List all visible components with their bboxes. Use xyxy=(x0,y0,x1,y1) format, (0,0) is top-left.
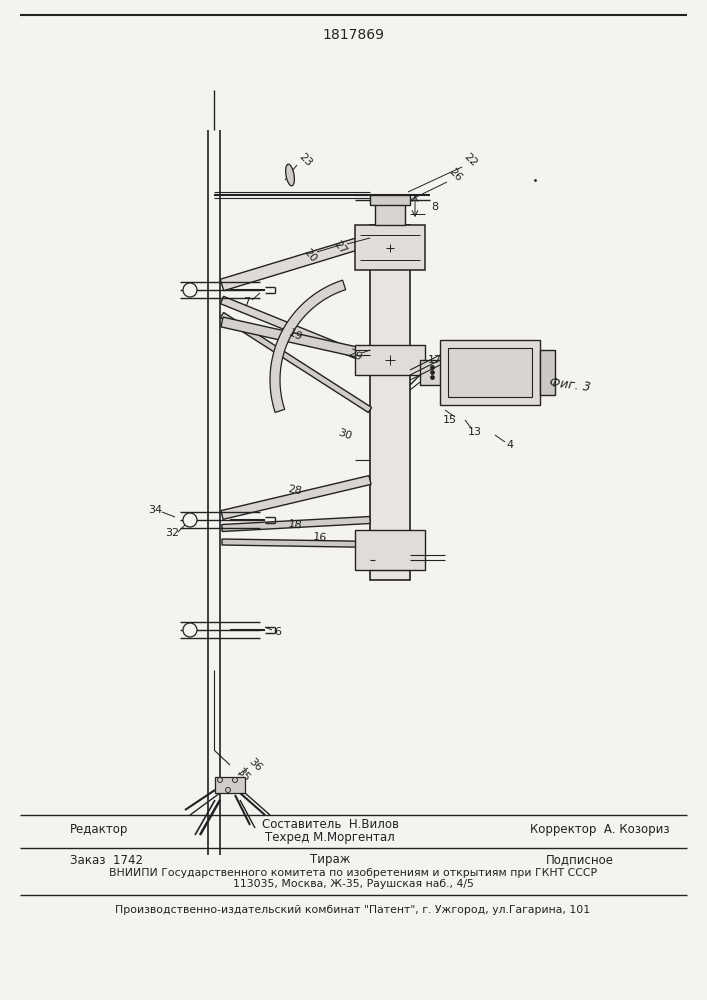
Text: 1817869: 1817869 xyxy=(322,28,384,42)
Text: 8: 8 xyxy=(431,202,438,212)
Polygon shape xyxy=(270,280,346,412)
Text: 13: 13 xyxy=(468,427,482,437)
Bar xyxy=(355,530,425,570)
Bar xyxy=(420,360,445,385)
Text: 7: 7 xyxy=(243,297,250,307)
Ellipse shape xyxy=(286,164,294,186)
Text: Заказ  1742: Заказ 1742 xyxy=(70,854,143,866)
Text: 32: 32 xyxy=(165,528,179,538)
Circle shape xyxy=(183,283,197,297)
Polygon shape xyxy=(221,476,371,519)
Text: 4: 4 xyxy=(506,440,513,450)
Circle shape xyxy=(431,365,435,369)
Circle shape xyxy=(431,370,435,374)
Text: 30: 30 xyxy=(337,428,354,442)
Circle shape xyxy=(233,778,238,782)
Text: 26: 26 xyxy=(447,166,464,184)
Polygon shape xyxy=(221,234,372,291)
Text: Подписное: Подписное xyxy=(546,854,614,866)
Polygon shape xyxy=(222,539,410,548)
Text: 18: 18 xyxy=(287,519,303,531)
Text: Техред М.Моргентал: Техред М.Моргентал xyxy=(265,832,395,844)
Polygon shape xyxy=(222,517,370,531)
Text: 113035, Москва, Ж-35, Раушская наб., 4/5: 113035, Москва, Ж-35, Раушская наб., 4/5 xyxy=(233,879,474,889)
Text: Фиг. 3: Фиг. 3 xyxy=(549,376,591,394)
Circle shape xyxy=(183,513,197,527)
Polygon shape xyxy=(221,296,371,364)
Bar xyxy=(448,348,532,397)
Text: 34: 34 xyxy=(148,505,162,515)
Bar xyxy=(355,345,425,375)
Text: 16: 16 xyxy=(312,532,327,544)
Text: Тираж: Тираж xyxy=(310,854,350,866)
Text: 6: 6 xyxy=(274,627,281,637)
Circle shape xyxy=(226,788,230,792)
Polygon shape xyxy=(221,312,372,413)
Text: Составитель  Н.Вилов: Составитель Н.Вилов xyxy=(262,818,399,832)
Polygon shape xyxy=(221,317,371,360)
Bar xyxy=(440,340,540,405)
Text: 23: 23 xyxy=(296,151,313,169)
Bar xyxy=(540,350,555,395)
Text: Редактор: Редактор xyxy=(70,824,129,836)
Text: 22: 22 xyxy=(462,151,479,169)
Bar xyxy=(370,195,410,205)
Circle shape xyxy=(218,778,223,782)
Text: 15: 15 xyxy=(443,415,457,425)
Text: 17: 17 xyxy=(428,355,442,365)
Bar xyxy=(355,225,425,270)
Text: 36: 36 xyxy=(247,757,264,773)
Text: 28: 28 xyxy=(287,484,303,496)
Text: 19: 19 xyxy=(286,327,303,343)
Bar xyxy=(375,200,405,225)
Text: 27: 27 xyxy=(332,239,349,257)
Circle shape xyxy=(431,375,435,379)
Bar xyxy=(215,777,245,793)
Text: Производственно-издательский комбинат "Патент", г. Ужгород, ул.Гагарина, 101: Производственно-издательский комбинат "П… xyxy=(115,905,590,915)
Text: Корректор  А. Козориз: Корректор А. Козориз xyxy=(530,824,670,836)
Text: 35: 35 xyxy=(235,767,252,783)
Circle shape xyxy=(183,623,197,637)
Text: 20: 20 xyxy=(302,246,318,264)
Text: 29: 29 xyxy=(346,347,363,363)
Bar xyxy=(370,225,410,580)
Text: ВНИИПИ Государственного комитета по изобретениям и открытиям при ГКНТ СССР: ВНИИПИ Государственного комитета по изоб… xyxy=(109,868,597,878)
